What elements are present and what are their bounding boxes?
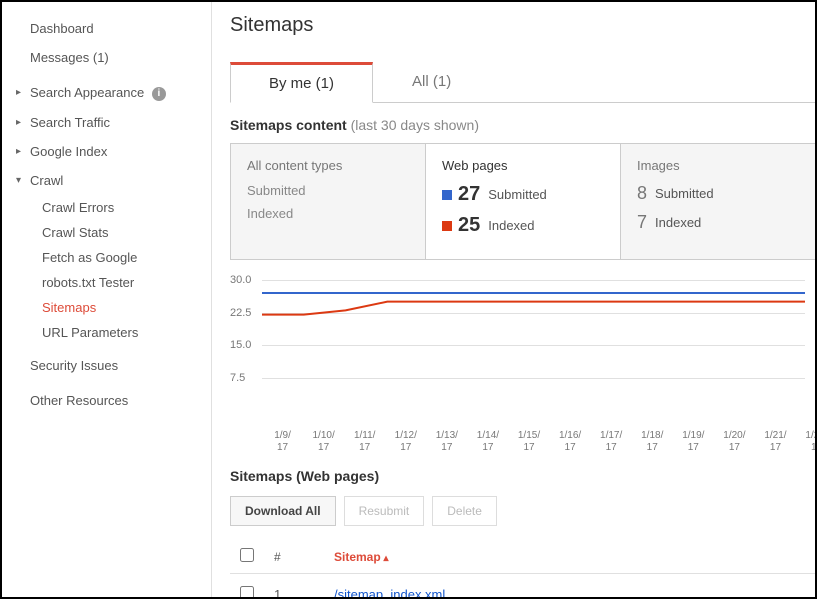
stat-box-images[interactable]: Images 8 Submitted 7 Indexed <box>620 143 815 260</box>
sidebar-sub-url-parameters[interactable]: URL Parameters <box>2 320 211 345</box>
sidebar-item-search-appearance[interactable]: Search Appearance i <box>2 78 211 108</box>
resubmit-button[interactable]: Resubmit <box>344 496 425 526</box>
x-tick-label: 1/9/17 <box>262 430 303 454</box>
x-tick-label: 1/18/17 <box>632 430 673 454</box>
images-indexed-label: Indexed <box>655 215 701 230</box>
indexed-label: Indexed <box>488 218 534 233</box>
images-indexed-value: 7 <box>637 212 647 233</box>
y-tick-label: 7.5 <box>230 372 245 384</box>
swatch-indexed <box>442 221 452 231</box>
sidebar-item-other-resources[interactable]: Other Resources <box>2 386 211 415</box>
x-tick-label: 1/22/17 <box>796 430 815 454</box>
y-tick-label: 22.5 <box>230 307 251 319</box>
images-submitted-label: Submitted <box>655 186 714 201</box>
swatch-submitted <box>442 190 452 200</box>
stat-box-web-pages[interactable]: Web pages 27 Submitted 25 Indexed <box>425 143 621 260</box>
tabs: By me (1) All (1) <box>230 61 815 103</box>
main-content: Sitemaps By me (1) All (1) Sitemaps cont… <box>212 2 815 597</box>
y-tick-label: 30.0 <box>230 274 251 286</box>
stat-box-title: Web pages <box>442 158 604 173</box>
x-tick-label: 1/14/17 <box>467 430 508 454</box>
stat-box-title: All content types <box>247 158 409 173</box>
chart-x-axis: 1/9/171/10/171/11/171/12/171/13/171/14/1… <box>262 430 815 454</box>
x-tick-label: 1/19/17 <box>673 430 714 454</box>
sidebar-sub-crawl-errors[interactable]: Crawl Errors <box>2 195 211 220</box>
sidebar-item-messages[interactable]: Messages (1) <box>2 43 211 72</box>
table-row: 1/sitemap_index.xml <box>230 574 815 597</box>
section-title-content: Sitemaps content (last 30 days shown) <box>230 117 815 133</box>
x-tick-label: 1/17/17 <box>591 430 632 454</box>
y-tick-label: 15.0 <box>230 339 251 351</box>
sidebar-item-crawl[interactable]: Crawl <box>2 166 211 195</box>
row-num: 1 <box>274 587 334 597</box>
sidebar: Dashboard Messages (1) Search Appearance… <box>2 2 212 597</box>
section-title-text: Sitemaps content <box>230 117 347 133</box>
download-all-button[interactable]: Download All <box>230 496 336 526</box>
x-tick-label: 1/16/17 <box>550 430 591 454</box>
col-header-sitemap[interactable]: Sitemap <box>334 550 811 564</box>
chart: 30.022.515.07.5 <box>230 280 805 420</box>
row-checkbox[interactable] <box>234 586 274 597</box>
page-title: Sitemaps <box>230 14 815 37</box>
table-header: # Sitemap <box>230 540 815 574</box>
sidebar-sub-robots-tester[interactable]: robots.txt Tester <box>2 270 211 295</box>
x-tick-label: 1/21/17 <box>755 430 796 454</box>
button-row: Download All Resubmit Delete <box>230 496 815 526</box>
submitted-value: 27 <box>458 183 480 206</box>
tab-all[interactable]: All (1) <box>373 62 490 103</box>
sidebar-item-security-issues[interactable]: Security Issues <box>2 351 211 380</box>
delete-button[interactable]: Delete <box>432 496 497 526</box>
submitted-label: Submitted <box>488 187 547 202</box>
stat-box-title: Images <box>637 158 799 173</box>
x-tick-label: 1/20/17 <box>714 430 755 454</box>
sidebar-item-dashboard[interactable]: Dashboard <box>2 14 211 43</box>
sidebar-sub-crawl-stats[interactable]: Crawl Stats <box>2 220 211 245</box>
sidebar-label: Search Appearance <box>30 85 144 100</box>
select-all-checkbox[interactable] <box>234 548 274 565</box>
tab-by-me[interactable]: By me (1) <box>230 62 373 103</box>
section-subtitle: (last 30 days shown) <box>351 117 479 133</box>
sidebar-sub-fetch-as-google[interactable]: Fetch as Google <box>2 245 211 270</box>
x-tick-label: 1/13/17 <box>426 430 467 454</box>
info-icon: i <box>152 87 166 101</box>
col-header-num[interactable]: # <box>274 550 334 564</box>
stat-row-submitted: Submitted <box>247 183 409 198</box>
x-tick-label: 1/12/17 <box>385 430 426 454</box>
stat-row: All content types Submitted Indexed Web … <box>230 143 815 260</box>
sidebar-sub-sitemaps[interactable]: Sitemaps <box>2 295 211 320</box>
table-title: Sitemaps (Web pages) <box>230 468 815 484</box>
sidebar-item-google-index[interactable]: Google Index <box>2 137 211 166</box>
sidebar-item-search-traffic[interactable]: Search Traffic <box>2 108 211 137</box>
stat-box-all-types[interactable]: All content types Submitted Indexed <box>230 143 426 260</box>
x-tick-label: 1/15/17 <box>508 430 549 454</box>
x-tick-label: 1/11/17 <box>344 430 385 454</box>
x-tick-label: 1/10/17 <box>303 430 344 454</box>
chart-lines <box>262 280 805 410</box>
indexed-value: 25 <box>458 214 480 237</box>
stat-row-indexed: Indexed <box>247 206 409 221</box>
images-submitted-value: 8 <box>637 183 647 204</box>
sitemap-link[interactable]: /sitemap_index.xml <box>334 587 811 597</box>
